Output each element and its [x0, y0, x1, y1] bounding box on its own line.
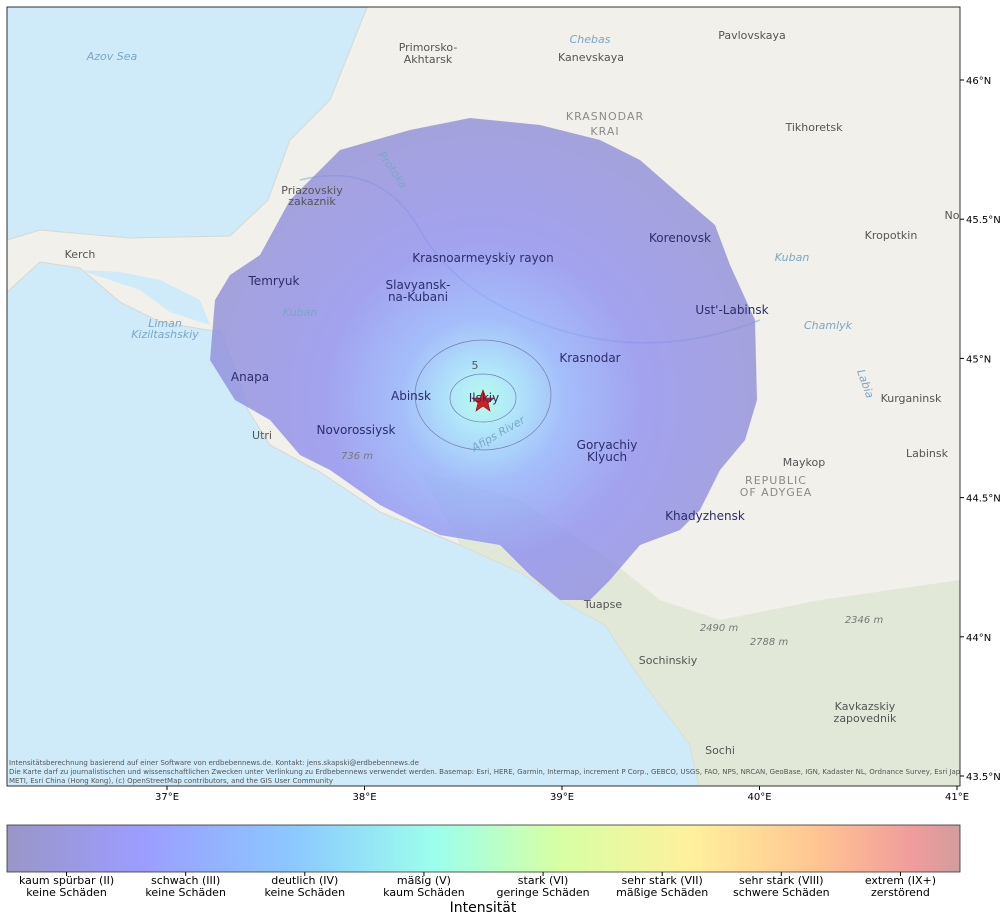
epicenter	[471, 389, 495, 412]
y-tick-label: 46°N	[966, 76, 991, 87]
place-label: Kropotkin	[865, 229, 918, 242]
y-tick-label: 43.5°N	[966, 772, 1000, 783]
intensity-area	[210, 118, 757, 600]
place-label: Ilskiy	[469, 391, 500, 405]
legend-name: sehr stark (VIII)	[739, 874, 824, 887]
legend-name: schwach (III)	[151, 874, 220, 887]
map: 5 Azov Sea Primorsko-Akhtarsk Chebas Kan…	[7, 7, 971, 786]
place-label: Sochinskiy	[639, 654, 698, 667]
y-tick-label: 44.5°N	[966, 494, 1000, 505]
place-label: Kerch	[65, 248, 96, 261]
place-label: Kurganinsk	[881, 392, 942, 405]
place-label: Maykop	[783, 456, 825, 469]
legend-description: keine Schäden	[265, 886, 346, 899]
x-tick-label: 38°E	[352, 792, 376, 803]
contour	[414, 339, 552, 451]
axes: 37°E 38°E 39°E 40°E 41°E 46°N 45.5°N 45°N 44.5°N…	[155, 76, 1000, 803]
place-label: Kanevskaya	[558, 51, 624, 64]
legend-description: keine Schäden	[26, 886, 107, 899]
place-label: Anapa	[231, 370, 269, 384]
legend-title: Intensität	[450, 900, 517, 916]
place-label: Novorossiysk	[317, 423, 396, 437]
place-label: Labinsk	[906, 447, 949, 460]
place-label: Slavyansk-na-Kubani	[386, 278, 451, 304]
y-tick-label: 45°N	[966, 354, 991, 365]
legend-description: keine Schäden	[145, 886, 226, 899]
contour-label: 5	[472, 359, 479, 372]
elevation-label: 2346 m	[845, 615, 884, 626]
x-tick-label: 41°E	[945, 792, 969, 803]
legend-name: mäßig (V)	[397, 874, 451, 887]
place-label: Pavlovskaya	[718, 29, 786, 42]
place-label: Korenovsk	[649, 231, 711, 245]
y-tick-label: 44°N	[966, 633, 991, 644]
elevation-label: 2490 m	[700, 623, 739, 634]
x-tick-label: 39°E	[550, 792, 574, 803]
place-label: Krasnodar	[559, 351, 620, 365]
legend-name: stark (VI)	[518, 874, 569, 887]
map-frame	[6, 6, 961, 787]
place-label: Temryuk	[248, 274, 300, 288]
legend-description: zerstörend	[871, 886, 930, 899]
x-tick-label: 40°E	[747, 792, 771, 803]
place-label: Primorsko-Akhtarsk	[399, 41, 458, 66]
place-label: Khadyzhensk	[665, 509, 745, 523]
legend-name: kaum spürbar (II)	[19, 874, 114, 887]
river-label: Kuban	[283, 306, 318, 319]
elevation-label: 2788 m	[750, 637, 789, 648]
place-label: Kavkazskiy zapovednik	[834, 700, 898, 725]
place-label: No	[945, 209, 960, 222]
place-label: Krasnoarmeyskiy rayon	[412, 251, 553, 265]
legend-name: deutlich (IV)	[271, 874, 338, 887]
legend-description: geringe Schäden	[497, 886, 590, 899]
water-label: Azov Sea	[86, 50, 138, 63]
place-label: Goryachiy Klyuch	[577, 438, 638, 464]
y-tick-label: 45.5°N	[966, 215, 1000, 226]
attribution: Intensitätsberechnung basierend auf eine…	[9, 759, 971, 785]
contour	[449, 373, 517, 423]
legend-description: mäßige Schäden	[616, 886, 708, 899]
legend-name: extrem (IX+)	[865, 874, 936, 887]
river-label: Chamlyk	[804, 319, 853, 332]
colorbar	[6, 824, 961, 873]
place-label: Abinsk	[391, 389, 431, 403]
legend-name: sehr stark (VII)	[622, 874, 703, 887]
elevation-label: 736 m	[341, 451, 373, 462]
place-label: Ust'-Labinsk	[695, 303, 768, 317]
legend-description: kaum Schäden	[383, 886, 465, 899]
place-label: Tuapse	[583, 598, 622, 611]
place-label: Priazovskiy zakaznik	[281, 184, 343, 208]
legend-description: schwere Schäden	[733, 886, 830, 899]
place-label: Utri	[252, 429, 272, 442]
river-label: Kuban	[775, 251, 810, 264]
water-label: Liman Kiziltashskiy	[131, 317, 199, 341]
place-label: Tikhoretsk	[785, 121, 844, 134]
region-label: KRASNODAR KRAI	[566, 110, 644, 138]
region-label: REPUBLIC OF ADYGEA	[740, 474, 813, 499]
liman	[80, 270, 210, 325]
water-label: Chebas	[570, 33, 611, 46]
x-tick-label: 37°E	[155, 792, 179, 803]
place-label: Sochi	[705, 744, 735, 757]
